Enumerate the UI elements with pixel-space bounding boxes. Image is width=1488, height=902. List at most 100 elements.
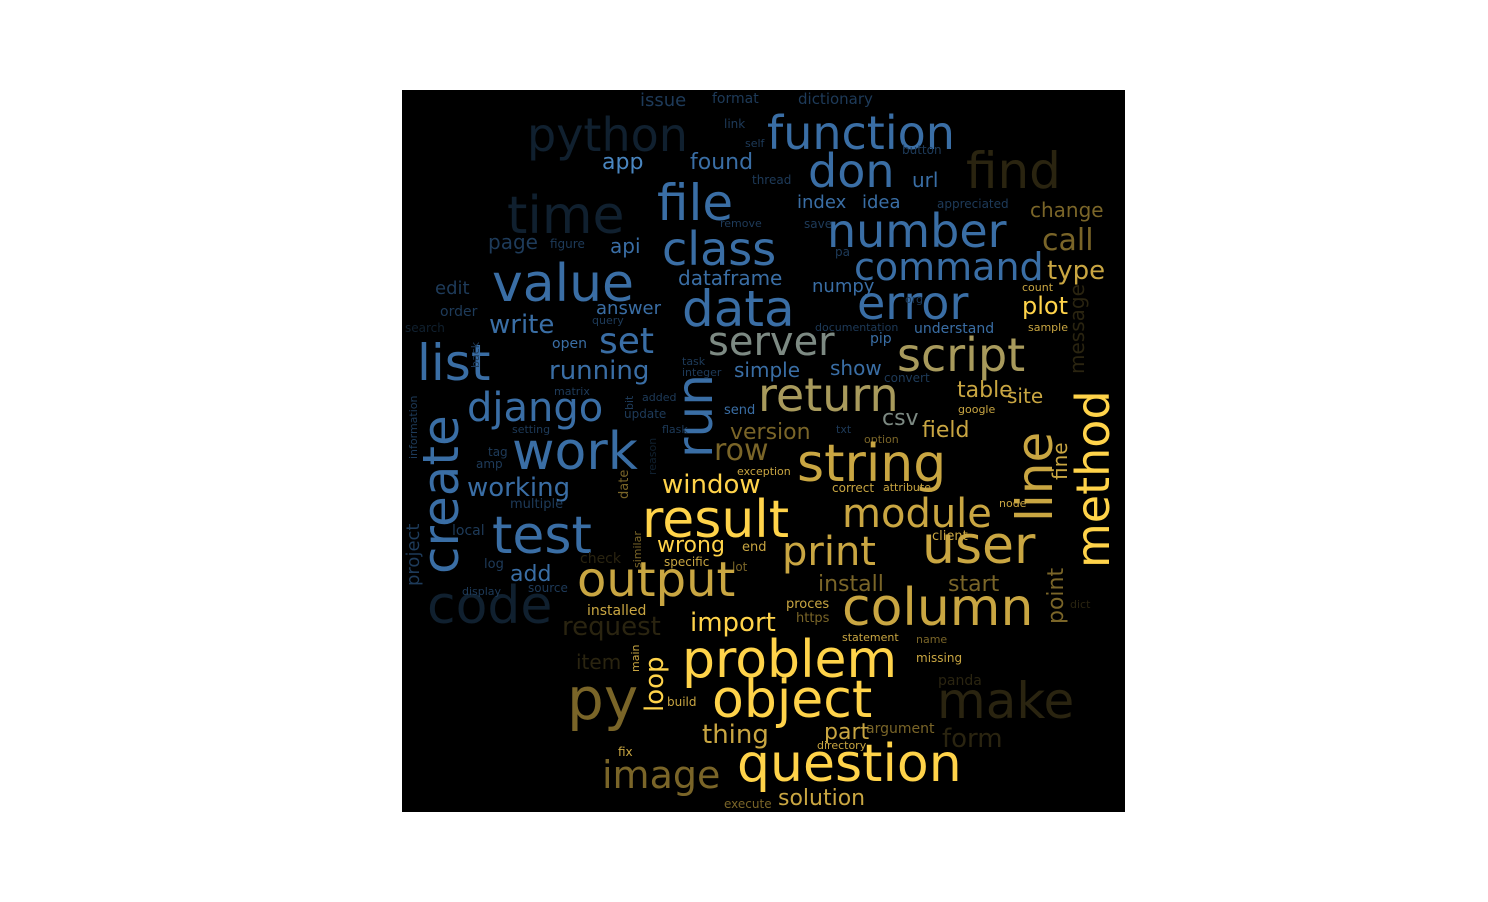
cloud-word: integer (682, 366, 722, 379)
cloud-word: documentation (815, 321, 899, 334)
cloud-word: back (469, 342, 482, 369)
cloud-word: csv (882, 406, 919, 431)
cloud-word: pip (870, 331, 892, 347)
cloud-word: statement (842, 631, 899, 644)
cloud-word: lot (732, 560, 748, 574)
cloud-word: class (662, 222, 777, 276)
cloud-word: list (417, 334, 491, 392)
cloud-word: url (912, 168, 939, 192)
cloud-word: open (552, 336, 587, 352)
cloud-word: numpy (812, 276, 875, 297)
cloud-word: project (403, 523, 424, 586)
cloud-word: run (666, 374, 724, 458)
cloud-word: fix (618, 745, 633, 759)
cloud-word: flask (662, 423, 688, 436)
cloud-word: data (682, 280, 795, 338)
cloud-word: add (510, 562, 552, 587)
cloud-word: install (818, 572, 884, 597)
cloud-word: code (427, 576, 553, 636)
cloud-word: check (580, 551, 621, 567)
cloud-word: edit (435, 278, 470, 299)
cloud-word: send (724, 403, 756, 418)
cloud-word: window (662, 470, 761, 500)
cloud-word: count (1022, 281, 1054, 294)
cloud-word: sample (1028, 321, 1068, 334)
cloud-word: row (714, 433, 769, 468)
cloud-word: correct (832, 481, 875, 495)
cloud-word: figure (550, 237, 585, 251)
cloud-word: appreciated (937, 197, 1009, 211)
cloud-word: question (737, 734, 962, 794)
cloud-word: execute (724, 797, 772, 811)
cloud-word: pa (835, 245, 850, 259)
cloud-word: server (708, 319, 835, 365)
cloud-word: understand (914, 321, 995, 337)
cloud-word: end (742, 540, 767, 555)
cloud-word: date (617, 469, 632, 500)
cloud-word: script (897, 328, 1026, 382)
cloud-word: link (724, 117, 746, 131)
cloud-word: image (602, 753, 721, 797)
cloud-word: string (797, 434, 947, 494)
cloud-word: site (1007, 384, 1044, 408)
cloud-word: index (797, 192, 847, 213)
cloud-word: tag (488, 445, 508, 459)
cloud-word: exception (737, 465, 791, 478)
cloud-word: argument (866, 721, 935, 737)
cloud-word: google (958, 403, 996, 416)
cloud-word: running (549, 356, 650, 386)
cloud-word: find (966, 142, 1061, 200)
cloud-word: setting (512, 423, 551, 436)
cloud-word: change (1030, 198, 1104, 222)
cloud-word: installed (587, 603, 647, 619)
cloud-word: api (610, 234, 641, 258)
cloud-word: user (922, 516, 1036, 576)
cloud-word: py (567, 665, 639, 733)
cloud-word: source (528, 581, 568, 595)
cloud-word: print (782, 529, 876, 575)
cloud-word: time (507, 186, 625, 246)
cloud-word: attribute (883, 481, 931, 494)
cloud-word: simple (734, 358, 801, 382)
cloud-word: issue (640, 90, 687, 111)
cloud-word: working (467, 473, 571, 503)
cloud-word: reason (646, 437, 659, 475)
cloud-word: request (562, 612, 661, 642)
cloud-word: version (730, 420, 811, 445)
cloud-word: https (796, 611, 830, 626)
cloud-word: missing (916, 651, 963, 665)
cloud-word: page (488, 230, 538, 254)
cloud-word: client (932, 529, 968, 544)
word-cloud: python function issue format dictionary link s… (402, 90, 1125, 812)
cloud-word: object (712, 670, 873, 730)
cloud-word: order (440, 304, 478, 320)
cloud-word: option (864, 433, 899, 446)
cloud-word: python (527, 108, 688, 162)
cloud-word: table (957, 378, 1013, 403)
cloud-word: file (657, 174, 734, 232)
cloud-word: format (712, 91, 759, 107)
cloud-word: log (484, 557, 504, 572)
cloud-word: result (642, 490, 790, 550)
cloud-word: import (690, 608, 776, 638)
cloud-word: error (857, 276, 969, 330)
cloud-word: dataframe (678, 266, 783, 290)
cloud-word: self (745, 137, 765, 150)
cloud-word: name (916, 633, 948, 646)
cloud-word: message (1065, 284, 1089, 374)
cloud-word: specific (664, 555, 710, 569)
cloud-word: method (1066, 389, 1120, 568)
cloud-word: task (682, 355, 706, 368)
cloud-word: search (405, 321, 445, 335)
cloud-word: solution (778, 786, 866, 811)
cloud-word: problem (682, 630, 898, 690)
cloud-word: form (942, 724, 1003, 754)
cloud-word: fine (1048, 442, 1072, 480)
cloud-word: start (948, 572, 1000, 597)
cloud-word: app (602, 150, 644, 175)
cloud-word: field (922, 418, 970, 443)
cloud-word: answer (596, 298, 662, 319)
cloud-word: org (905, 293, 924, 306)
cloud-word: output (577, 552, 736, 608)
cloud-word: button (902, 143, 942, 157)
